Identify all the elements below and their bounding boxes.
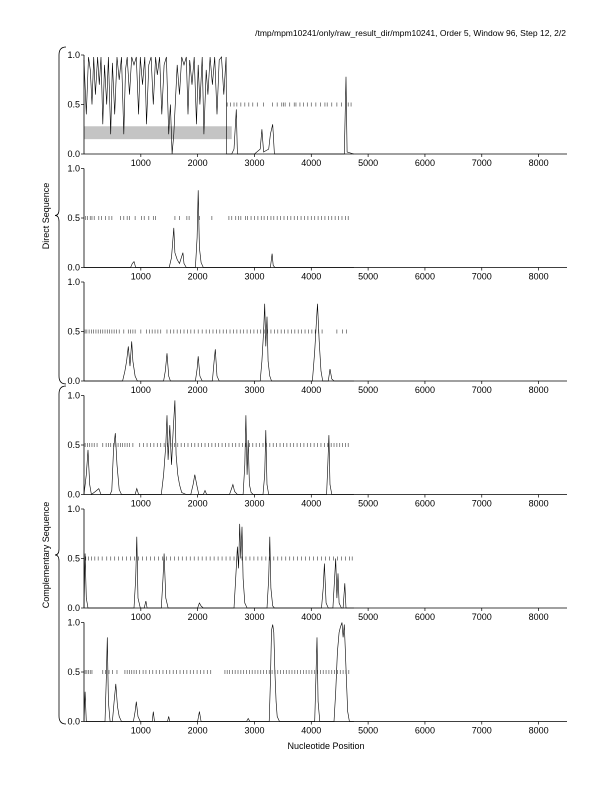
coding-potential-line [84, 303, 354, 382]
x-tick-label: 1000 [131, 158, 151, 168]
x-tick-label: 8000 [529, 272, 549, 282]
y-tick-label: 0.5 [67, 100, 80, 110]
x-axis-label: Nucleotide Position [287, 741, 364, 751]
orf-marks [85, 556, 353, 561]
x-tick-label: 6000 [415, 272, 435, 282]
y-tick-label: 0.0 [67, 263, 80, 273]
panel-6: 0.0 0.5 1.0 1000 2000 3000 4000 5000 6000 7000 800… [67, 618, 567, 736]
x-tick-label: 7000 [472, 612, 492, 622]
panel-2: 0.0 0.5 1.0 1000 2000 3000 4000 5000 6000 7000 800… [67, 164, 567, 282]
x-tick-label: 8000 [529, 499, 549, 509]
x-tick-label: 4000 [301, 612, 321, 622]
figure-header: /tmp/mpm10241/only/raw_result_dir/mpm102… [255, 28, 566, 38]
complementary-sequence-label: Complementary Sequence [41, 502, 51, 609]
x-tick-label: 2000 [188, 499, 208, 509]
y-tick-label: 0.5 [67, 554, 80, 564]
x-tick-label: 3000 [244, 272, 264, 282]
x-tick-label: 6000 [415, 726, 435, 736]
x-tick-label: 3000 [244, 385, 264, 395]
x-tick-label: 6000 [415, 158, 435, 168]
direct-sequence-brace [54, 46, 67, 385]
x-tick-label: 4000 [301, 272, 321, 282]
y-tick-label: 0.5 [67, 327, 80, 337]
panel-1: 0.0 0.5 1.0 1000 2000 3000 4000 5000 6000 7000 800… [67, 50, 567, 168]
y-tick-label: 1.0 [67, 504, 80, 514]
x-tick-label: 2000 [188, 272, 208, 282]
x-tick-label: 7000 [472, 272, 492, 282]
coding-potential-line [83, 622, 354, 722]
x-tick-label: 2000 [188, 612, 208, 622]
y-tick-label: 1.0 [67, 50, 80, 60]
x-tick-label: 6000 [415, 612, 435, 622]
x-tick-label: 8000 [529, 158, 549, 168]
x-tick-label: 6000 [415, 385, 435, 395]
y-tick-label: 1.0 [67, 618, 80, 628]
orf-marks [85, 216, 349, 220]
x-tick-label: 3000 [244, 499, 264, 509]
x-tick-label: 5000 [358, 385, 378, 395]
x-tick-label: 8000 [529, 612, 549, 622]
y-tick-label: 0.5 [67, 440, 80, 450]
x-tick-label: 3000 [244, 726, 264, 736]
x-tick-label: 5000 [358, 272, 378, 282]
x-tick-label: 8000 [529, 726, 549, 736]
y-tick-label: 0.0 [67, 603, 80, 613]
orf-marks [226, 102, 352, 107]
x-tick-label: 8000 [529, 385, 549, 395]
x-tick-label: 4000 [301, 726, 321, 736]
direct-sequence-label: Direct Sequence [41, 183, 51, 250]
orf-marks [84, 443, 349, 447]
coding-potential-line [83, 56, 354, 155]
x-tick-label: 4000 [301, 385, 321, 395]
coding-potential-line [83, 523, 354, 609]
y-tick-label: 0.0 [67, 376, 80, 386]
y-tick-label: 1.0 [67, 277, 80, 287]
y-tick-label: 0.0 [67, 490, 80, 500]
x-tick-label: 7000 [472, 158, 492, 168]
x-tick-label: 5000 [358, 158, 378, 168]
y-tick-label: 0.5 [67, 213, 80, 223]
sequence-group-braces [54, 46, 67, 725]
x-tick-label: 1000 [131, 726, 151, 736]
x-tick-label: 3000 [244, 612, 264, 622]
x-tick-label: 5000 [358, 726, 378, 736]
orf-marks [84, 329, 347, 334]
shaded-region [84, 126, 232, 140]
x-tick-label: 7000 [472, 385, 492, 395]
panel-5: 0.0 0.5 1.0 1000 2000 3000 4000 5000 6000 7000 800… [67, 504, 567, 622]
x-tick-label: 4000 [301, 499, 321, 509]
y-tick-label: 0.5 [67, 667, 80, 677]
plot-panels: 0.0 0.5 1.0 1000 2000 3000 4000 5000 6000 7000 800… [67, 50, 567, 736]
y-tick-label: 0.0 [67, 149, 80, 159]
x-tick-label: 2000 [188, 385, 208, 395]
y-tick-label: 1.0 [67, 391, 80, 401]
complementary-sequence-brace [54, 385, 67, 725]
x-tick-label: 5000 [358, 612, 378, 622]
panel-4: 0.0 0.5 1.0 1000 2000 3000 4000 5000 6000 7000 800… [67, 391, 567, 509]
x-tick-label: 1000 [131, 272, 151, 282]
x-tick-label: 7000 [472, 499, 492, 509]
coding-potential-line [83, 400, 354, 496]
x-tick-label: 1000 [131, 612, 151, 622]
x-tick-label: 4000 [301, 158, 321, 168]
x-tick-label: 3000 [244, 158, 264, 168]
x-tick-label: 1000 [131, 385, 151, 395]
x-tick-label: 5000 [358, 499, 378, 509]
x-tick-label: 7000 [472, 726, 492, 736]
x-tick-label: 1000 [131, 499, 151, 509]
y-tick-label: 1.0 [67, 164, 80, 174]
y-tick-label: 0.0 [67, 717, 80, 727]
x-tick-label: 6000 [415, 499, 435, 509]
x-tick-label: 2000 [188, 158, 208, 168]
coding-potential-line [84, 190, 354, 268]
panel-3: 0.0 0.5 1.0 1000 2000 3000 4000 5000 6000 7000 800… [67, 277, 567, 395]
orf-marks [84, 670, 350, 674]
x-tick-label: 2000 [188, 726, 208, 736]
